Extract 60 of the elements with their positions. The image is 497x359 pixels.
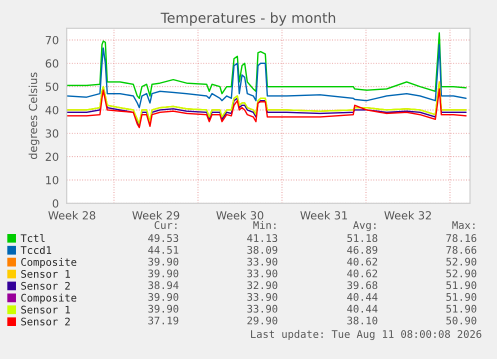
legend-label: Sensor 1	[21, 270, 70, 278]
text: Min:	[253, 220, 276, 229]
text: 33.90	[247, 304, 278, 313]
legend-label: Composite	[21, 258, 76, 268]
text: 51.18	[347, 234, 378, 242]
text: 50.90	[446, 316, 476, 324]
text: 38.94	[148, 281, 179, 290]
y-tick-label: 30	[46, 129, 58, 138]
text: 51.90	[446, 304, 476, 313]
text: 52.90	[446, 269, 476, 278]
text: 37.19	[148, 316, 178, 324]
text: 40.62	[347, 258, 378, 266]
text: 33.90	[247, 258, 278, 266]
text: 39.68	[347, 281, 378, 290]
text: 32.90	[247, 281, 278, 290]
text: 39.90	[148, 269, 178, 278]
text: 38.10	[347, 316, 378, 324]
text: 51.90	[446, 293, 476, 301]
y-tick-label: 20	[46, 152, 58, 162]
legend-label: Sensor 2	[21, 282, 70, 290]
text: 78.16	[446, 234, 476, 242]
text: 39.90	[148, 304, 178, 313]
y-tick-label: 50	[46, 82, 58, 92]
x-tick-label: Week 30	[216, 210, 264, 220]
text: Avg:	[353, 221, 376, 232]
text: 44.51	[148, 246, 178, 254]
chart-title: Temperatures - by month	[160, 12, 336, 26]
y-tick-label: 70	[46, 36, 58, 44]
x-tick-label: Week 28	[48, 210, 96, 220]
x-tick-label: Week 32	[384, 210, 431, 220]
x-tick-label: Week 31	[300, 210, 348, 220]
y-axis-title: degrees Celsius	[28, 72, 40, 160]
text: 41.13	[247, 234, 278, 242]
text: 33.90	[247, 269, 278, 278]
text: Last update: Tue Aug 11 08:00:08 2026	[251, 330, 482, 340]
text: Cur:	[154, 221, 176, 230]
y-tick-label: 60	[46, 59, 58, 68]
text: 33.90	[247, 293, 278, 301]
text: 49.53	[148, 234, 178, 242]
text: 46.89	[347, 246, 378, 254]
text: 51.90	[446, 281, 476, 290]
text: 29.90	[247, 316, 278, 324]
x-tick-label: Week 29	[132, 210, 180, 220]
legend-label: Tctl	[20, 234, 45, 242]
text: 40.44	[347, 293, 378, 301]
text: 78.66	[446, 246, 476, 254]
text: 39.90	[148, 293, 178, 301]
legend-label: Sensor 1	[21, 306, 70, 314]
text: Max:	[452, 221, 474, 230]
text: 38.09	[247, 246, 278, 254]
legend-label: Tccd1	[20, 246, 52, 254]
y-tick-label: 0	[52, 199, 58, 208]
legend-label: Composite	[21, 294, 76, 304]
y-tick-label: 40	[45, 106, 58, 114]
text: 52.90	[446, 258, 476, 266]
y-tick-label: 10	[46, 176, 58, 184]
legend-label: Sensor 2	[21, 318, 70, 326]
text: 39.90	[148, 258, 178, 266]
text: 40.44	[347, 304, 378, 313]
text: 40.62	[347, 269, 378, 278]
